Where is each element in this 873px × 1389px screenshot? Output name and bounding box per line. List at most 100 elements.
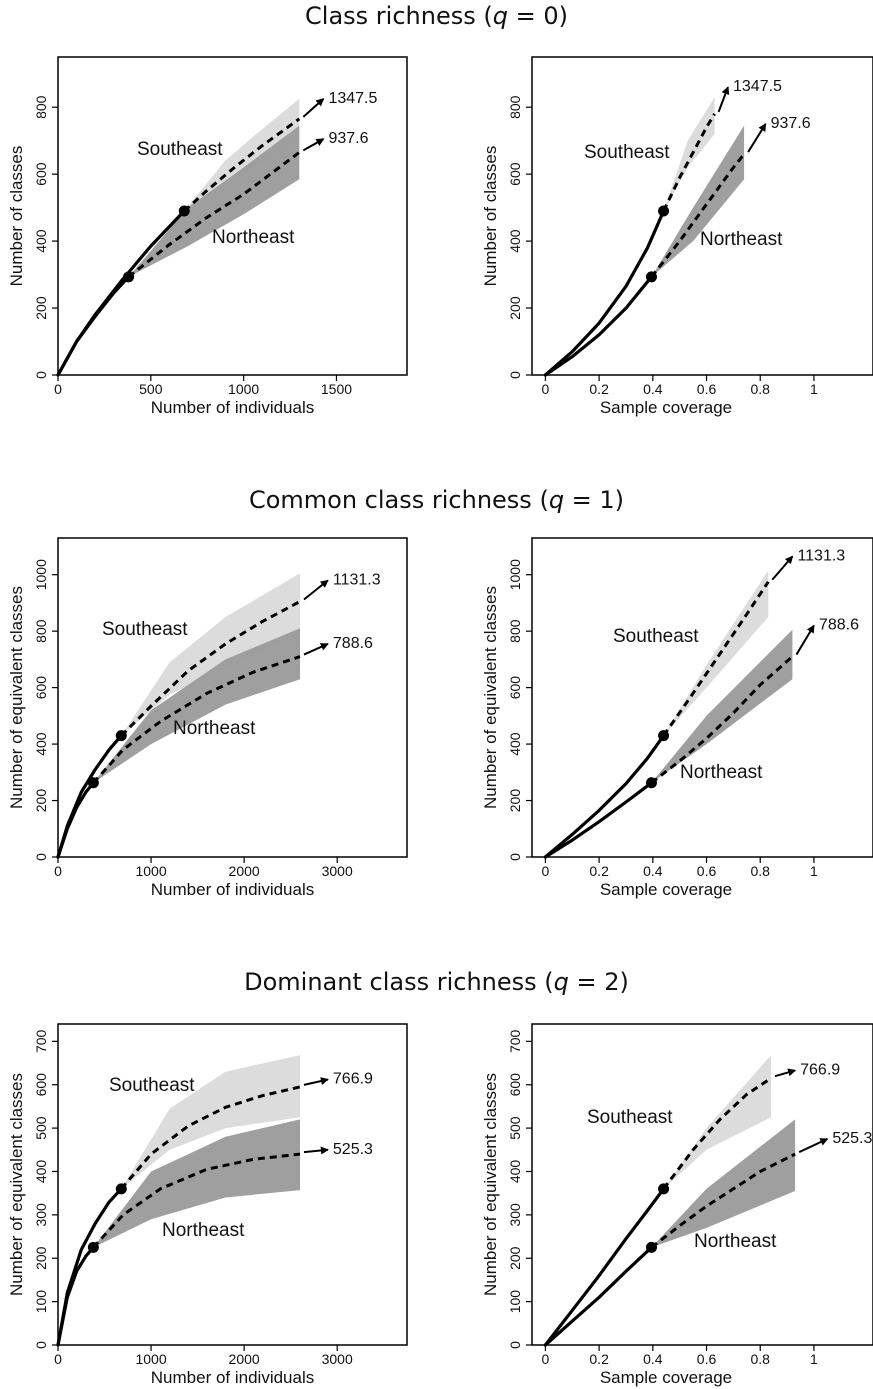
y-tick-label: 500 [33, 1116, 49, 1140]
x-tick-label: 2000 [229, 863, 260, 879]
observed-point-southeast [658, 1183, 670, 1195]
x-tick-label: 0.4 [643, 1351, 663, 1367]
extrapolation-curve-southeast [662, 1076, 772, 1190]
asymptote-label-northeast: 788.6 [333, 635, 373, 652]
observed-point-northeast [645, 271, 657, 283]
observed-point-southeast [658, 730, 670, 742]
x-tick-label: 0.8 [750, 1351, 770, 1367]
x-tick-label: 0.6 [697, 1351, 717, 1367]
rarefaction-curve-southeast [543, 209, 666, 377]
y-tick-label: 600 [33, 1073, 49, 1097]
y-axis-label: Number of equivalent classes [7, 586, 26, 809]
x-axis-label: Sample coverage [600, 398, 732, 417]
x-tick-label: 0.2 [589, 381, 609, 397]
y-tick-label: 400 [33, 229, 49, 253]
y-tick-label: 200 [507, 296, 523, 320]
region-label-southeast: Southeast [102, 619, 188, 640]
y-tick-label: 400 [33, 1160, 49, 1184]
rarefaction-curve-southeast [543, 1187, 666, 1347]
y-tick-label: 300 [33, 1203, 49, 1227]
y-tick-label: 0 [33, 1341, 49, 1349]
x-tick-label: 1000 [135, 1351, 166, 1367]
rarefaction-curve-southeast [543, 733, 666, 859]
plot-frame [531, 537, 873, 858]
asymptote-label-southeast: 1347.5 [328, 90, 377, 107]
confidence-band-northeast [93, 628, 301, 783]
y-tick-label: 500 [507, 1116, 523, 1140]
y-tick-label: 100 [33, 1290, 49, 1314]
x-tick-label: 0 [54, 1351, 62, 1367]
x-tick-label: 0 [54, 863, 62, 879]
y-tick-label: 1000 [507, 559, 523, 590]
panel-q0-coverage: 1347.5 937.6 Southeast Northeast 0 0.2 0.4 0.6 0… [481, 56, 873, 417]
x-tick-label: 0 [54, 381, 62, 397]
confidence-band-southeast [663, 97, 715, 211]
x-tick-label: 500 [139, 381, 163, 397]
confidence-band-northeast [651, 1119, 796, 1248]
y-tick-label: 0 [507, 371, 523, 379]
extrapolation-curve-northeast [650, 1152, 796, 1249]
observed-point-southeast [178, 205, 190, 217]
x-tick-label: 3000 [322, 1351, 353, 1367]
asymptote-arrow-southeast [717, 86, 730, 113]
panel-q2-coverage: 766.9 525.3 Southeast Northeast 0 0.2 0.4 0.6 0.… [481, 1023, 873, 1387]
asymptote-arrow-southeast [771, 555, 794, 581]
section-title-q0: Class richness (q = 0) [305, 2, 568, 30]
region-label-northeast: Northeast [212, 227, 295, 248]
rarefaction-curve-northeast [56, 781, 96, 859]
asymptote-arrow-southeast [774, 1068, 797, 1078]
confidence-band-northeast [93, 1119, 301, 1248]
x-tick-label: 1000 [228, 381, 259, 397]
y-tick-label: 200 [507, 1246, 523, 1270]
x-axis-label: Sample coverage [600, 880, 732, 899]
region-label-southeast: Southeast [109, 1075, 195, 1096]
asymptote-label-southeast: 766.9 [800, 1061, 840, 1078]
asymptote-label-northeast: 937.6 [328, 130, 368, 147]
asymptote-label-southeast: 766.9 [333, 1071, 373, 1088]
region-label-southeast: Southeast [137, 139, 223, 160]
observed-point-southeast [658, 205, 670, 217]
observed-point-northeast [87, 1241, 99, 1253]
rarefaction-curve-northeast [543, 1245, 654, 1347]
y-tick-label: 400 [507, 1160, 523, 1184]
rarefaction-curve-northeast [56, 1245, 96, 1347]
region-label-northeast: Northeast [680, 762, 763, 783]
extrapolation-curve-northeast [650, 153, 746, 278]
y-tick-label: 400 [33, 732, 49, 756]
observed-point-northeast [87, 777, 99, 789]
x-tick-label: 0.2 [589, 1351, 609, 1367]
y-tick-label: 700 [33, 1029, 49, 1053]
y-tick-label: 200 [33, 789, 49, 813]
extrapolation-curve-northeast [127, 151, 301, 279]
asymptote-arrow-southeast [302, 98, 325, 118]
x-tick-label: 0 [542, 1351, 550, 1367]
x-tick-label: 1 [810, 863, 818, 879]
region-label-northeast: Northeast [700, 229, 783, 250]
asymptote-arrow-southeast [303, 1077, 329, 1086]
y-tick-label: 0 [33, 853, 49, 861]
rarefaction-curve-northeast [543, 781, 654, 859]
x-axis-label: Number of individuals [151, 398, 314, 417]
region-label-southeast: Southeast [587, 1107, 673, 1128]
panel-q0-individuals: 1347.5 937.6 Southeast Northeast 0 500 1000 150… [7, 56, 408, 417]
plot-frame [531, 56, 873, 376]
extrapolation-curve-southeast [183, 117, 301, 213]
asymptote-arrow-northeast [302, 138, 325, 152]
y-tick-label: 0 [33, 371, 49, 379]
asymptote-label-southeast: 1131.3 [333, 571, 381, 588]
confidence-band-southeast [663, 570, 769, 736]
x-axis-label: Sample coverage [600, 1368, 732, 1387]
extrapolation-curve-northeast [92, 1152, 301, 1249]
x-tick-label: 0.4 [643, 381, 663, 397]
y-tick-label: 200 [33, 1246, 49, 1270]
asymptote-arrow-northeast [798, 1138, 829, 1154]
y-tick-label: 200 [33, 296, 49, 320]
extrapolation-curve-southeast [120, 1085, 301, 1190]
y-tick-label: 300 [507, 1203, 523, 1227]
asymptote-label-southeast: 1347.5 [733, 78, 782, 95]
y-axis-label: Number of equivalent classes [481, 586, 500, 809]
y-tick-label: 800 [33, 619, 49, 643]
